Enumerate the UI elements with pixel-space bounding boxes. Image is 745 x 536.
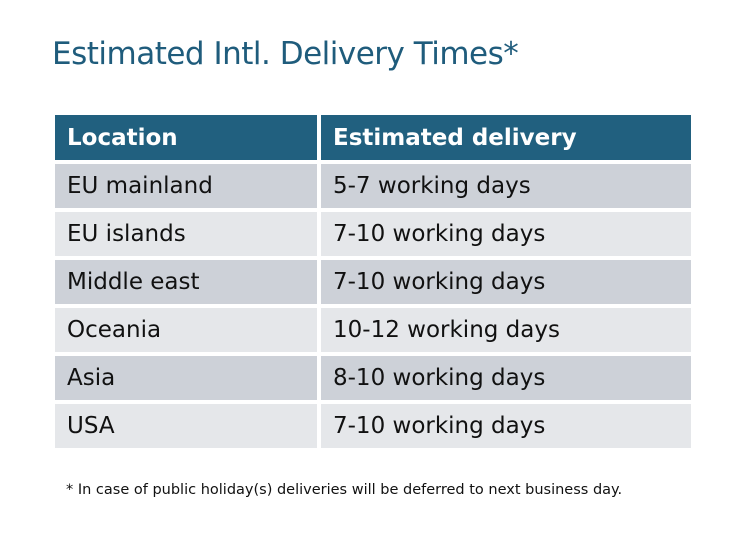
location-cell: USA	[55, 404, 317, 448]
page-title: Estimated Intl. Delivery Times*	[52, 36, 519, 72]
table-row: Asia 8-10 working days	[55, 356, 691, 400]
location-cell: Asia	[55, 356, 317, 400]
location-cell: Middle east	[55, 260, 317, 304]
delivery-cell: 5-7 working days	[321, 164, 691, 208]
delivery-cell: 7-10 working days	[321, 260, 691, 304]
location-cell: Oceania	[55, 308, 317, 352]
delivery-cell: 8-10 working days	[321, 356, 691, 400]
location-cell: EU islands	[55, 212, 317, 256]
table-row: EU islands 7-10 working days	[55, 212, 691, 256]
table-row: Middle east 7-10 working days	[55, 260, 691, 304]
delivery-cell: 7-10 working days	[321, 404, 691, 448]
table-row: USA 7-10 working days	[55, 404, 691, 448]
column-header-estimated-delivery: Estimated delivery	[321, 115, 691, 160]
location-cell: EU mainland	[55, 164, 317, 208]
delivery-cell: 10-12 working days	[321, 308, 691, 352]
delivery-times-table: Location Estimated delivery EU mainland …	[51, 111, 695, 452]
delivery-cell: 7-10 working days	[321, 212, 691, 256]
footnote: * In case of public holiday(s) deliverie…	[66, 482, 623, 498]
column-header-location: Location	[55, 115, 317, 160]
table-row: EU mainland 5-7 working days	[55, 164, 691, 208]
table-header-row: Location Estimated delivery	[55, 115, 691, 160]
table-row: Oceania 10-12 working days	[55, 308, 691, 352]
